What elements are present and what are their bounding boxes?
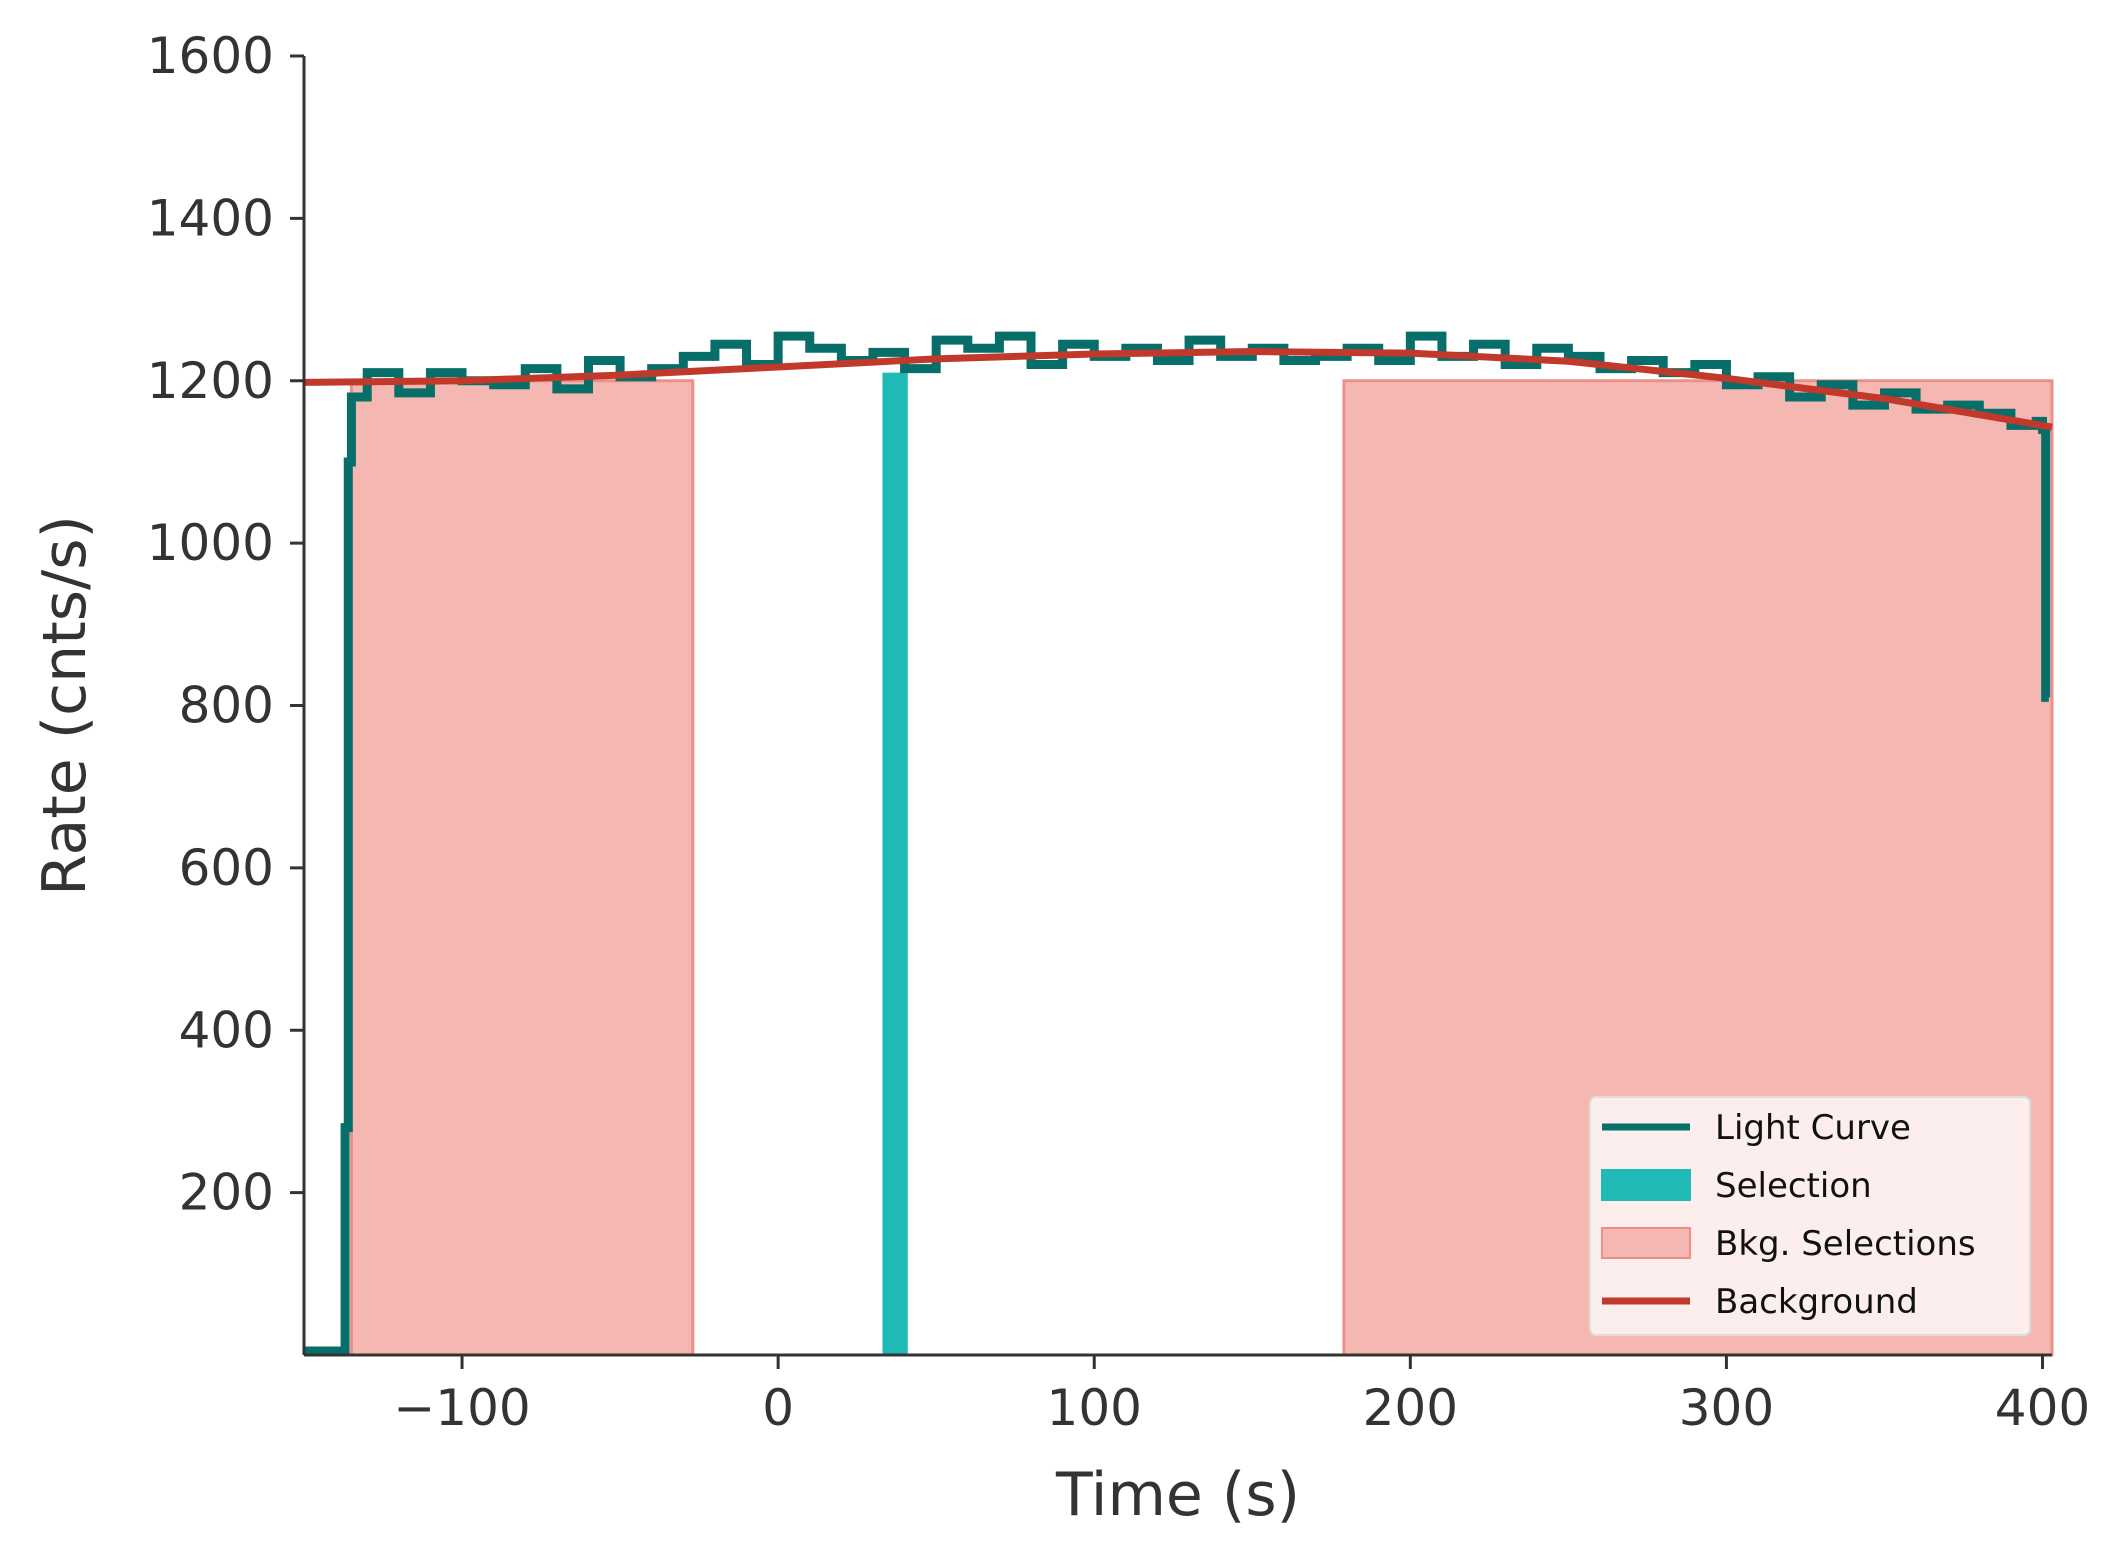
legend-box <box>1589 1096 2031 1336</box>
x-tick-label: 400 <box>1995 1379 2090 1437</box>
legend-label: Background <box>1715 1282 1918 1322</box>
y-axis-title: Rate (cnts/s) <box>30 515 100 896</box>
x-tick-label: −100 <box>393 1379 530 1437</box>
x-tick-label: 300 <box>1679 1379 1774 1437</box>
legend-swatch <box>1601 1227 1691 1259</box>
x-axis-title: Time (s) <box>1055 1460 1300 1530</box>
y-tick-label: 1200 <box>147 352 274 410</box>
legend-swatch <box>1601 1169 1691 1201</box>
background-line <box>303 348 2053 431</box>
y-tick-label: 1000 <box>147 514 274 572</box>
y-tick-label: 1400 <box>147 189 274 247</box>
x-tick-label: 0 <box>762 1379 794 1437</box>
selection-rect <box>882 372 908 1356</box>
y-tick-label: 800 <box>179 677 274 735</box>
legend: Light Curve Selection Bkg. Selections Backg… <box>1589 1096 2031 1336</box>
selection-band <box>882 372 908 1356</box>
y-tick-label: 1600 <box>147 27 274 85</box>
light-curve-line <box>304 331 2051 1356</box>
y-tick-label: 600 <box>179 839 274 897</box>
legend-label: Selection <box>1715 1166 1872 1206</box>
series-lines <box>303 331 2053 1356</box>
bkg-selection-0 <box>349 379 695 1357</box>
legend-label: Light Curve <box>1715 1108 1911 1148</box>
y-tick-label: 400 <box>179 1001 274 1059</box>
tick-labels: −100 0 100 200 300 400 200 400 600 800 1000 1200 140… <box>147 27 2090 1437</box>
x-tick-label: 200 <box>1363 1379 1458 1437</box>
x-tick-label: 100 <box>1047 1379 1142 1437</box>
y-tick-label: 200 <box>179 1164 274 1222</box>
legend-label: Bkg. Selections <box>1715 1224 1976 1264</box>
